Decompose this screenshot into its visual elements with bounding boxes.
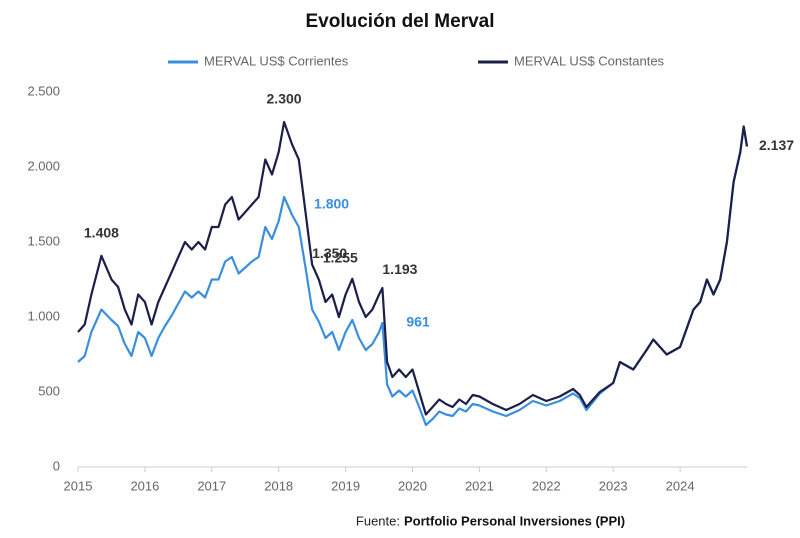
source-text: Portfolio Personal Inversiones (PPI) (404, 513, 625, 528)
x-tick-label: 2017 (197, 478, 226, 493)
y-tick-label: 2.000 (27, 158, 60, 173)
data-label: 2.300 (267, 91, 302, 107)
data-label: 1.408 (84, 225, 119, 241)
data-label: 1.255 (323, 249, 358, 265)
data-label: 961 (406, 314, 430, 330)
x-tick-label: 2015 (64, 478, 93, 493)
x-tick-label: 2020 (398, 478, 427, 493)
data-label: 1.800 (314, 196, 349, 212)
legend-label: MERVAL US$ Constantes (514, 53, 665, 68)
source-prefix: Fuente: (356, 513, 400, 528)
chart-title: Evolución del Merval (306, 11, 495, 32)
x-tick-label: 2018 (264, 478, 293, 493)
x-tick-label: 2016 (130, 478, 159, 493)
x-tick-label: 2021 (465, 478, 494, 493)
legend-label: MERVAL US$ Corrientes (204, 53, 349, 68)
y-tick-label: 2.500 (27, 83, 60, 98)
y-tick-label: 1.500 (27, 233, 60, 248)
y-tick-label: 0 (53, 458, 60, 473)
data-label: 1.193 (382, 261, 417, 277)
data-label: 2.137 (759, 137, 794, 153)
series-line (77, 120, 749, 416)
x-tick-label: 2023 (599, 478, 628, 493)
y-tick-label: 500 (38, 383, 60, 398)
y-tick-label: 1.000 (27, 308, 60, 323)
x-tick-label: 2024 (666, 478, 695, 493)
data-label: 1.350 (312, 245, 347, 261)
x-tick-label: 2022 (532, 478, 561, 493)
x-tick-label: 2019 (331, 478, 360, 493)
